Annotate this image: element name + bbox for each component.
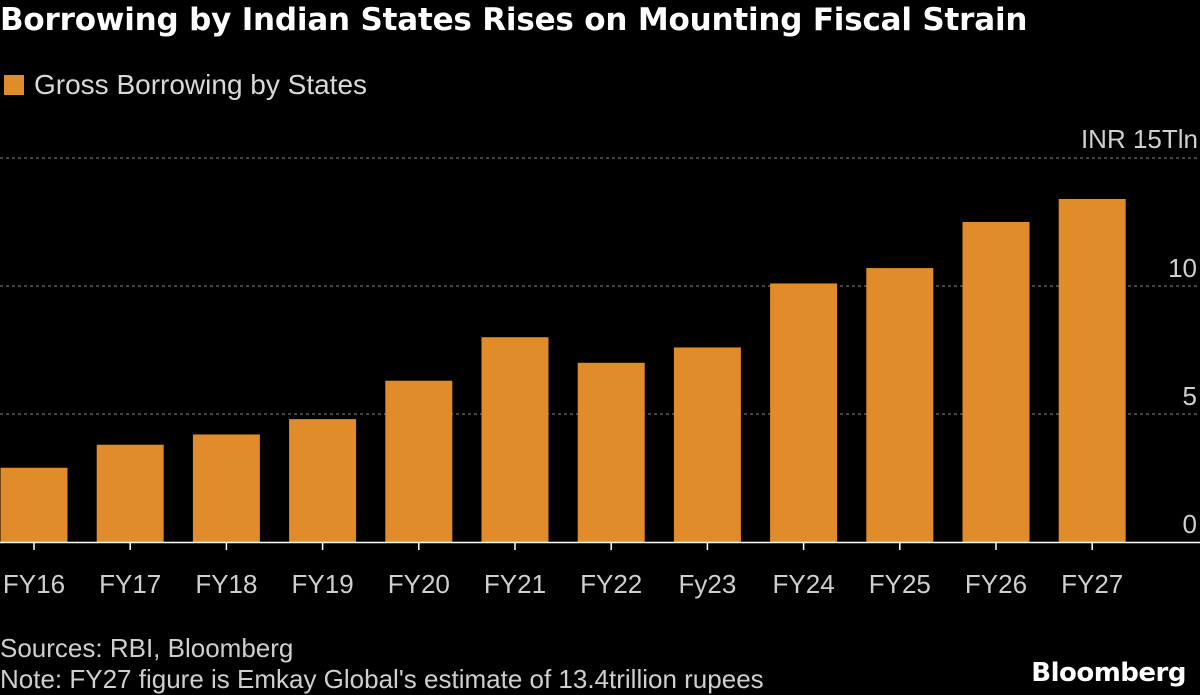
bar-fy17 (96, 444, 164, 542)
sources-text: Sources: RBI, Bloomberg (0, 633, 294, 663)
bar-fy24 (770, 283, 838, 542)
x-tick-label: FY24 (773, 569, 835, 599)
x-tick-label: FY20 (388, 569, 450, 599)
x-tick-label: FY25 (869, 569, 931, 599)
x-tick-label: FY17 (99, 569, 161, 599)
y-tick-label: 0 (1183, 509, 1197, 539)
bar-fy27 (1058, 198, 1126, 542)
x-tick-label: FY16 (3, 569, 65, 599)
legend-swatch (4, 75, 24, 95)
bar-fy26 (962, 222, 1030, 542)
bar-fy20 (385, 380, 453, 542)
x-tick-label: FY21 (484, 569, 546, 599)
bar-chart: FY16 FY17 FY18 FY19 FY20 FY21 FY22 Fy23 FY24 FY25… (0, 124, 1200, 599)
x-tick-label: FY18 (195, 569, 257, 599)
chart-title: Borrowing by Indian States Rises on Moun… (0, 2, 1028, 38)
note-text: Note: FY27 figure is Emkay Global's esti… (0, 664, 764, 694)
x-tick-label: FY26 (965, 569, 1027, 599)
bar-fy16 (0, 467, 68, 542)
legend: Gross Borrowing by States (4, 69, 368, 100)
bar-fy25 (866, 268, 934, 542)
x-tick-label: FY27 (1061, 569, 1123, 599)
bloomberg-logo: Bloomberg (1031, 658, 1186, 688)
x-tick-label: Fy23 (678, 569, 736, 599)
y-tick-label: 5 (1183, 381, 1197, 411)
bar-fy19 (289, 419, 357, 542)
bar-fy23 (673, 347, 741, 542)
y-unit-label: INR 15Tln (1081, 124, 1198, 154)
bar-fy18 (192, 434, 260, 542)
legend-label: Gross Borrowing by States (34, 69, 368, 100)
y-tick-label: 10 (1168, 253, 1197, 283)
x-tick-label: FY19 (292, 569, 354, 599)
x-tick-label: FY22 (580, 569, 642, 599)
bar-fy22 (577, 362, 645, 542)
bar-fy21 (481, 337, 549, 542)
